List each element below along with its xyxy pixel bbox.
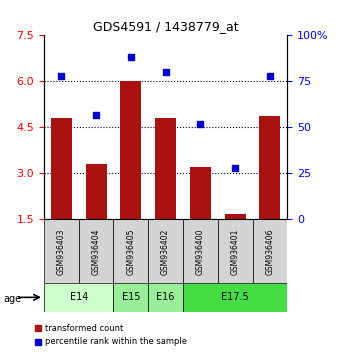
FancyBboxPatch shape — [114, 283, 148, 312]
FancyBboxPatch shape — [148, 219, 183, 283]
Bar — [120, 81, 141, 219]
FancyBboxPatch shape — [79, 219, 114, 283]
Bar — [51, 118, 72, 219]
Bar — [86, 164, 106, 219]
Point — [198, 121, 203, 127]
Title: GDS4591 / 1438779_at: GDS4591 / 1438779_at — [93, 20, 238, 33]
Text: GSM936400: GSM936400 — [196, 228, 205, 275]
Text: age: age — [3, 294, 22, 304]
Text: GSM936404: GSM936404 — [92, 228, 101, 275]
Bar — [225, 214, 246, 219]
FancyBboxPatch shape — [218, 219, 252, 283]
Legend: transformed count, percentile rank within the sample: transformed count, percentile rank withi… — [31, 321, 190, 350]
Point — [128, 55, 134, 60]
Point — [93, 112, 99, 118]
FancyBboxPatch shape — [183, 283, 287, 312]
Text: GSM936406: GSM936406 — [265, 228, 274, 275]
Text: GSM936405: GSM936405 — [126, 228, 135, 275]
Text: E17.5: E17.5 — [221, 292, 249, 302]
Point — [233, 165, 238, 171]
FancyBboxPatch shape — [183, 219, 218, 283]
Text: E14: E14 — [70, 292, 88, 302]
Text: E15: E15 — [122, 292, 140, 302]
Bar — [190, 167, 211, 219]
Text: E16: E16 — [156, 292, 175, 302]
FancyBboxPatch shape — [252, 219, 287, 283]
Text: GSM936401: GSM936401 — [231, 228, 240, 275]
FancyBboxPatch shape — [148, 283, 183, 312]
FancyBboxPatch shape — [44, 283, 114, 312]
FancyBboxPatch shape — [44, 219, 79, 283]
Point — [163, 69, 168, 75]
FancyBboxPatch shape — [114, 219, 148, 283]
Bar — [260, 116, 280, 219]
Bar — [155, 118, 176, 219]
Text: GSM936403: GSM936403 — [57, 228, 66, 275]
Point — [267, 73, 273, 79]
Text: GSM936402: GSM936402 — [161, 228, 170, 275]
Point — [58, 73, 64, 79]
